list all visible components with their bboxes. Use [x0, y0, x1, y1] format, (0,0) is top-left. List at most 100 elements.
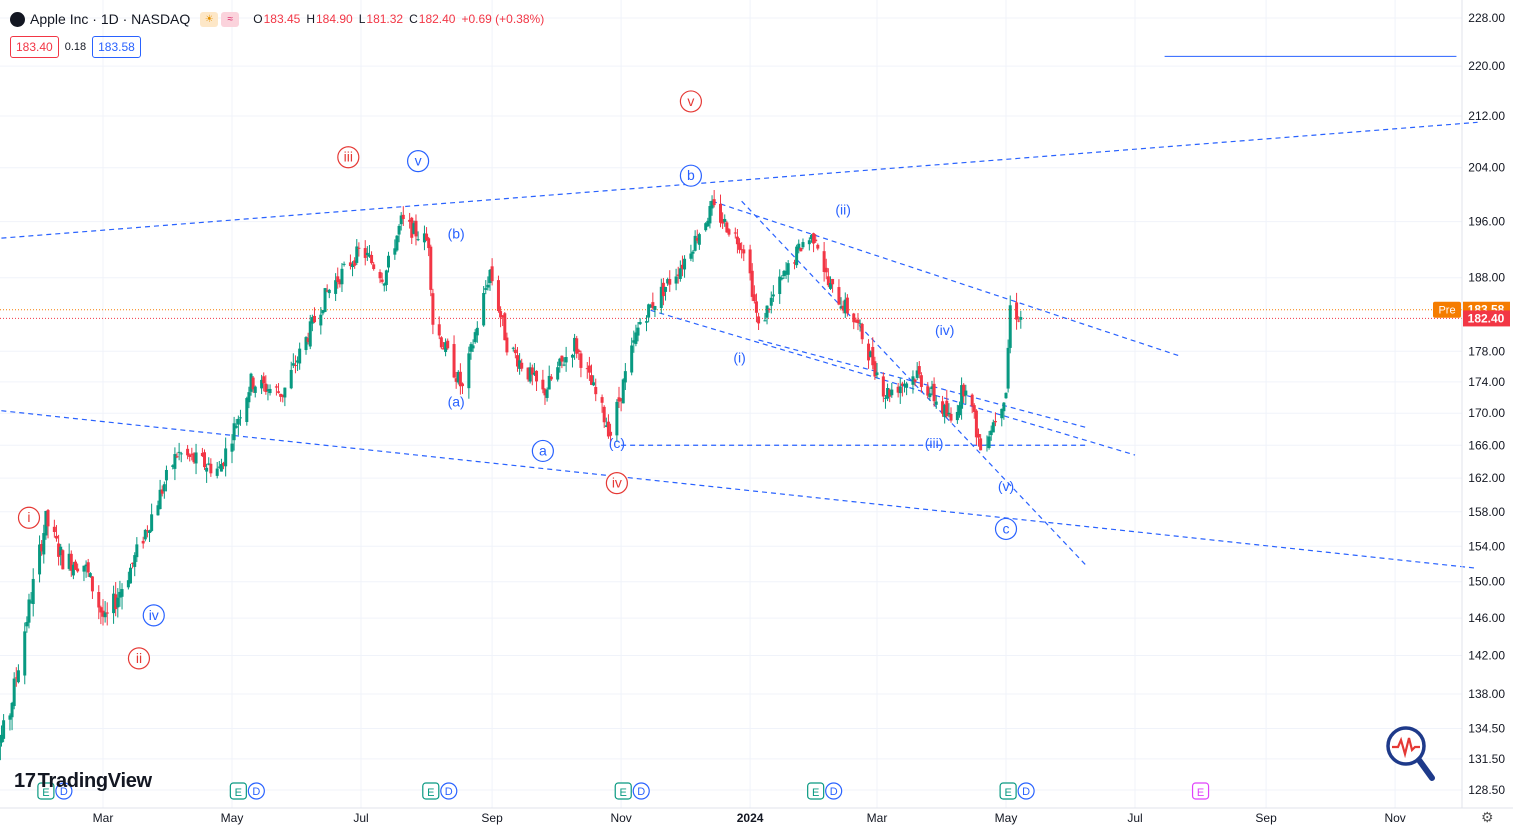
- candle-body: [224, 448, 228, 467]
- candle-body: [947, 412, 951, 415]
- wave-label: v: [406, 150, 430, 173]
- candle-body: [158, 489, 162, 510]
- candle-body: [1006, 347, 1010, 389]
- candle-body: [490, 266, 494, 282]
- y-tick-label: 158.00: [1468, 505, 1505, 519]
- symbol-title[interactable]: Apple Inc · 1D · NASDAQ: [30, 11, 191, 27]
- candle-body: [902, 383, 906, 386]
- candle-body: [266, 389, 270, 391]
- close-value: 182.40: [418, 12, 456, 26]
- candle-body: [928, 393, 932, 398]
- candle-body: [674, 276, 678, 284]
- y-tick-label: 142.00: [1468, 649, 1505, 663]
- candle-body: [268, 388, 272, 394]
- candle-body: [321, 310, 325, 314]
- candle-body: [274, 386, 278, 388]
- candle-body: [943, 405, 947, 418]
- candle-body: [812, 233, 816, 244]
- candle-body: [513, 349, 517, 354]
- candle-body: [676, 274, 680, 276]
- session-sun-icon[interactable]: ☀: [200, 11, 219, 27]
- wave-label: v: [679, 90, 703, 113]
- indicator-wave-icon[interactable]: ≈: [221, 11, 240, 27]
- candle-body: [636, 327, 640, 336]
- candle-body: [873, 361, 877, 377]
- candle-body: [562, 364, 566, 366]
- candle-body: [691, 251, 695, 254]
- candle-body: [209, 463, 213, 474]
- candle-body: [342, 263, 346, 265]
- candle-body: [615, 401, 619, 436]
- candle-body: [54, 535, 58, 539]
- candle-body: [488, 269, 492, 284]
- wave-label: (iv): [935, 322, 954, 338]
- gear-icon[interactable]: ⚙: [1481, 809, 1494, 825]
- candle-body: [133, 555, 137, 567]
- candle-body: [638, 321, 642, 325]
- y-tick-label: 188.00: [1468, 271, 1505, 285]
- candle-body: [962, 384, 966, 397]
- premarket-tag-label: Pre: [1438, 305, 1455, 317]
- candle-body: [837, 287, 841, 305]
- candle-body: [291, 363, 295, 366]
- wave-label: iv: [605, 471, 628, 495]
- candle-body: [769, 297, 773, 306]
- candle-body: [67, 553, 71, 569]
- sell-button[interactable]: 183.40: [10, 36, 59, 58]
- candle-body: [706, 220, 710, 227]
- candle-body: [765, 305, 769, 318]
- wave-text: (ii): [835, 201, 851, 217]
- candle-body: [446, 340, 450, 349]
- y-tick-label: 154.00: [1468, 539, 1505, 553]
- candle-body: [1019, 317, 1023, 320]
- candle-body: [156, 505, 160, 516]
- candle-body: [883, 397, 887, 399]
- high-value: 184.90: [316, 12, 353, 26]
- candle-body: [564, 357, 568, 363]
- candle-body: [854, 320, 858, 323]
- earnings-box: [614, 782, 632, 800]
- earnings-label: E: [42, 787, 49, 799]
- candlesticks: [0, 190, 1023, 761]
- candle-body: [754, 301, 758, 313]
- candle-body: [771, 294, 775, 297]
- candle-body: [148, 530, 152, 533]
- candle-body: [14, 677, 18, 679]
- candle-body: [319, 314, 323, 326]
- wave-circle: [531, 439, 554, 463]
- candle-body: [412, 223, 416, 234]
- candle-body: [651, 302, 655, 309]
- candle-body: [511, 347, 515, 349]
- candle-body: [245, 398, 249, 422]
- candle-body: [606, 421, 610, 437]
- buy-button[interactable]: 183.58: [92, 36, 141, 58]
- candle-body: [526, 367, 530, 380]
- candle-body: [192, 453, 196, 463]
- candle-body: [247, 392, 251, 403]
- candle-body: [482, 293, 486, 326]
- candle-body: [384, 270, 388, 286]
- candle-body: [501, 315, 505, 318]
- candle-body: [355, 246, 359, 263]
- candle-body: [594, 386, 598, 395]
- candle-body: [689, 253, 693, 259]
- chart-grid: [0, 0, 1462, 808]
- candle-body: [238, 417, 242, 419]
- tradingview-logo[interactable]: 17 TradingView: [14, 770, 152, 793]
- chart-search-icon[interactable]: [1384, 726, 1436, 787]
- dividend-circle: [1017, 782, 1035, 800]
- candle-body: [179, 453, 183, 455]
- wave-text: b: [687, 167, 695, 183]
- candle-body: [957, 405, 961, 416]
- candle-body: [425, 233, 429, 241]
- candle-body: [858, 323, 862, 325]
- candle-body: [763, 320, 767, 322]
- candle-body: [735, 236, 739, 245]
- last-price: 182.40: [1468, 311, 1505, 325]
- candle-body: [2, 720, 6, 739]
- candle-body: [173, 454, 177, 469]
- candle-body: [890, 389, 894, 396]
- wave-label: ii: [127, 647, 151, 670]
